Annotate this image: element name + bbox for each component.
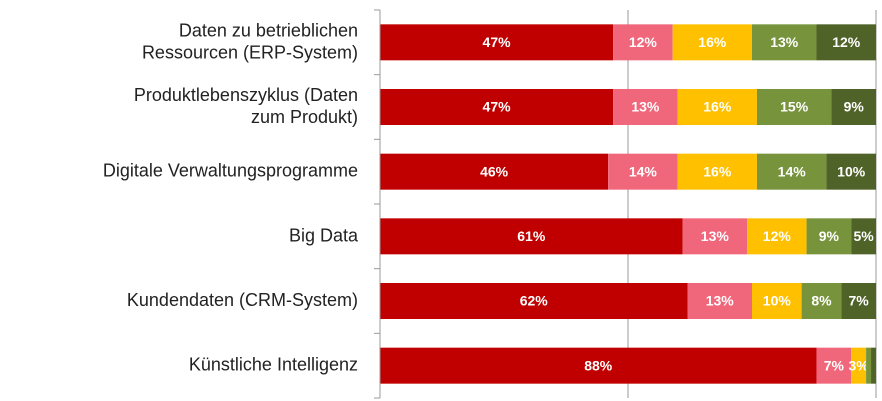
value-label: 13% bbox=[706, 293, 735, 309]
value-label: 47% bbox=[483, 34, 512, 50]
bar-segment bbox=[380, 283, 688, 319]
bar-segment bbox=[677, 153, 757, 190]
bar-segment bbox=[613, 24, 673, 61]
bar-segment bbox=[380, 218, 683, 255]
value-label: 13% bbox=[770, 34, 799, 50]
bar-segment bbox=[380, 24, 614, 61]
bar-segment bbox=[801, 283, 842, 319]
bar-segment bbox=[806, 218, 852, 255]
bar-segment bbox=[380, 153, 609, 190]
value-label: 7% bbox=[849, 293, 870, 309]
bar-segment bbox=[756, 89, 832, 125]
bar-segment bbox=[687, 283, 752, 319]
bar-segment bbox=[677, 89, 757, 125]
value-label: 8% bbox=[811, 293, 832, 309]
bar-segment bbox=[756, 153, 827, 190]
category-line: zum Produkt) bbox=[251, 107, 358, 127]
value-label: 12% bbox=[832, 34, 861, 50]
value-label: 14% bbox=[778, 163, 807, 179]
bar-segment bbox=[380, 89, 614, 125]
value-label: 7% bbox=[824, 357, 845, 373]
value-label: 46% bbox=[480, 163, 509, 179]
value-label: 5% bbox=[853, 228, 874, 244]
value-label: 16% bbox=[703, 163, 732, 179]
value-label: 47% bbox=[483, 99, 512, 115]
bar-segment bbox=[871, 347, 876, 384]
category-label: Digitale Verwaltungsprogramme bbox=[103, 160, 358, 180]
value-label: 10% bbox=[837, 163, 866, 179]
category-label: Big Data bbox=[289, 225, 359, 245]
value-label: 13% bbox=[631, 99, 660, 115]
category-label: Kundendaten (CRM-System) bbox=[127, 290, 358, 310]
category-line: Ressourcen (ERP-System) bbox=[142, 42, 358, 62]
category-line: Kundendaten (CRM-System) bbox=[127, 290, 358, 310]
value-label: 9% bbox=[819, 228, 840, 244]
value-label: 15% bbox=[780, 99, 809, 115]
bar-segment bbox=[816, 347, 852, 384]
category-line: Künstliche Intelligenz bbox=[189, 354, 358, 374]
category-label: Künstliche Intelligenz bbox=[189, 354, 358, 374]
bar-segment bbox=[752, 283, 802, 319]
category-line: Digitale Verwaltungsprogramme bbox=[103, 160, 358, 180]
bar-segment bbox=[613, 89, 678, 125]
bar-segment bbox=[826, 153, 876, 190]
bar-segment bbox=[816, 24, 876, 61]
value-label: 3% bbox=[849, 357, 870, 373]
category-line: Big Data bbox=[289, 225, 359, 245]
bar-segment bbox=[682, 218, 748, 255]
category-line: Produktlebenszyklus (Daten bbox=[134, 85, 358, 105]
value-label: 62% bbox=[520, 293, 549, 309]
bar-segment bbox=[851, 218, 876, 255]
category-label: Daten zu betrieblichen Ressourcen (ERP-Sy… bbox=[142, 20, 358, 62]
value-label: 12% bbox=[763, 228, 792, 244]
value-label: 16% bbox=[698, 34, 727, 50]
value-label: 9% bbox=[844, 99, 865, 115]
bar-segment bbox=[841, 283, 876, 319]
category-label: Produktlebenszyklus (Daten zum Produkt) bbox=[134, 85, 358, 127]
value-label: 13% bbox=[701, 228, 730, 244]
bar-segment bbox=[866, 347, 872, 384]
value-label: 88% bbox=[584, 357, 613, 373]
value-label: 16% bbox=[703, 99, 732, 115]
bar-segment bbox=[752, 24, 817, 61]
bar-segment bbox=[851, 347, 867, 384]
bar-segment bbox=[380, 347, 817, 384]
bar-segment bbox=[672, 24, 752, 61]
value-label: 10% bbox=[763, 293, 792, 309]
value-label: 14% bbox=[629, 163, 658, 179]
bar-segment bbox=[747, 218, 807, 255]
value-label: 12% bbox=[629, 34, 658, 50]
value-label: 61% bbox=[517, 228, 546, 244]
bar-segment bbox=[831, 89, 876, 125]
bar-segment bbox=[608, 153, 678, 190]
category-line: Daten zu betrieblichen bbox=[179, 20, 358, 40]
